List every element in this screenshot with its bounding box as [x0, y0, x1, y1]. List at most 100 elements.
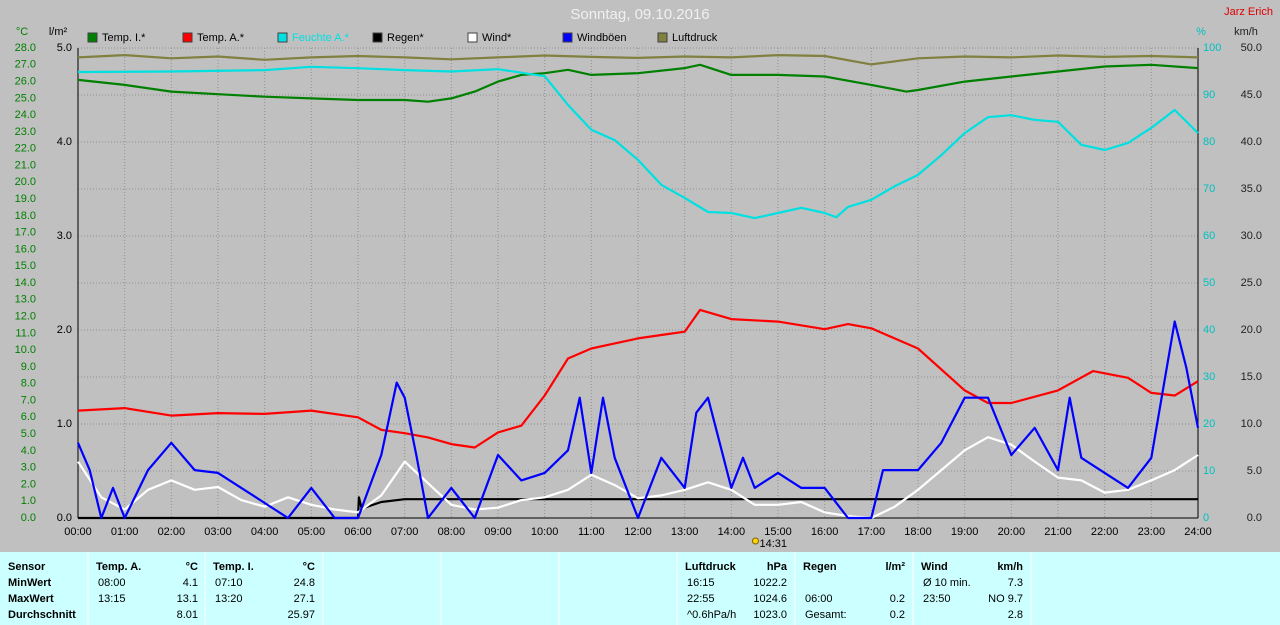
stats-value: 25.97 [287, 609, 315, 621]
stats-time: 23:50 [923, 593, 951, 605]
stats-header: Sensor [8, 561, 46, 573]
y-tick-label: 23.0 [15, 126, 36, 138]
now-marker-label: 14:31 [759, 538, 787, 550]
stats-time: Ø 10 min. [923, 577, 971, 589]
x-tick-label: 14:00 [718, 526, 746, 538]
y-tick-label: 19.0 [15, 193, 36, 205]
y-tick-label: 4.0 [21, 445, 36, 457]
legend-label: Luftdruck [672, 32, 718, 44]
y4-tick-label: 20.0 [1241, 324, 1262, 336]
stats-value: 1024.6 [753, 593, 787, 605]
stats-time: 16:15 [687, 577, 715, 589]
stats-row-label: MaxWert [8, 593, 54, 605]
x-tick-label: 05:00 [298, 526, 326, 538]
y3-tick-label: 40 [1203, 324, 1215, 336]
stats-col-title: Luftdruck [685, 561, 737, 573]
y-tick-label: 21.0 [15, 159, 36, 171]
stats-value: 1023.0 [753, 609, 787, 621]
x-tick-label: 15:00 [764, 526, 792, 538]
stats-time: 06:00 [805, 593, 833, 605]
x-tick-label: 11:00 [578, 526, 605, 538]
stats-separators [87, 552, 1032, 625]
y-tick-label: 5.0 [21, 428, 36, 440]
x-tick-label: 10:00 [531, 526, 559, 538]
y2-tick-label: 2.0 [57, 324, 72, 336]
stats-value: 4.1 [183, 577, 198, 589]
y-tick-label: 22.0 [15, 143, 36, 155]
x-tick-label: 02:00 [158, 526, 186, 538]
y4-tick-label: 5.0 [1247, 465, 1262, 477]
x-tick-label: 08:00 [438, 526, 466, 538]
legend-swatch [562, 32, 573, 43]
y2-axis-unit: l/m² [49, 26, 68, 38]
series-line [77, 65, 1199, 220]
stats-col-title: Temp. A. [96, 561, 141, 573]
y4-tick-label: 0.0 [1247, 512, 1262, 524]
stats-col-unit: km/h [997, 561, 1023, 573]
y-tick-label: 17.0 [15, 227, 36, 239]
legend-swatch [657, 32, 668, 43]
x-tick-label: 21:00 [1044, 526, 1072, 538]
x-tick-label: 12:00 [624, 526, 652, 538]
y-tick-label: 1.0 [21, 495, 36, 507]
y2-tick-label: 1.0 [57, 418, 72, 430]
y-tick-label: 20.0 [15, 176, 36, 188]
legend-label: Feuchte A.* [292, 32, 350, 44]
x-tick-label: 17:00 [858, 526, 886, 538]
credit: Jarz Erich [1224, 6, 1273, 18]
stats-time: 08:00 [98, 577, 126, 589]
legend-label: Temp. I.* [102, 32, 146, 44]
stats-value: 0.2 [890, 609, 905, 621]
x-tick-label: 19:00 [951, 526, 979, 538]
y-tick-label: 13.0 [15, 294, 36, 306]
stats-value: 8.01 [177, 609, 198, 621]
y3-axis-unit: % [1196, 26, 1206, 38]
stats-col-unit: l/m² [885, 561, 905, 573]
y3-tick-label: 90 [1203, 89, 1215, 101]
y3-tick-label: 80 [1203, 136, 1215, 148]
y-tick-label: 12.0 [15, 310, 36, 322]
legend-swatch [372, 32, 383, 43]
stats-value: NO 9.7 [988, 593, 1023, 605]
stats-row-label: MinWert [8, 577, 52, 589]
y-tick-label: 15.0 [15, 260, 36, 272]
y4-tick-label: 40.0 [1241, 136, 1262, 148]
legend-swatch [467, 32, 478, 43]
y-tick-label: 27.0 [15, 59, 36, 71]
x-tick-label: 03:00 [204, 526, 232, 538]
y4-tick-label: 50.0 [1241, 42, 1262, 54]
x-tick-label: 09:00 [484, 526, 512, 538]
stats-time: Gesamt: [805, 609, 847, 621]
y-tick-label: 14.0 [15, 277, 36, 289]
y3-tick-label: 50 [1203, 277, 1215, 289]
stats-col-title: Wind [921, 561, 948, 573]
stats-col-title: Regen [803, 561, 837, 573]
legend-swatch [87, 32, 98, 43]
y-tick-label: 26.0 [15, 75, 36, 87]
x-tick-label: 22:00 [1091, 526, 1119, 538]
y3-tick-label: 30 [1203, 371, 1215, 383]
stats-time: 22:55 [687, 593, 715, 605]
y3-tick-label: 0 [1203, 512, 1209, 524]
legend-label: Windböen [577, 32, 627, 44]
y-tick-label: 25.0 [15, 92, 36, 104]
y-tick-label: 16.0 [15, 243, 36, 255]
series-line [76, 320, 1200, 520]
y4-tick-label: 10.0 [1241, 418, 1262, 430]
legend-swatch [277, 32, 288, 43]
stats-time: 07:10 [215, 577, 243, 589]
y3-tick-label: 60 [1203, 230, 1215, 242]
legend-label: Wind* [482, 32, 512, 44]
stats-value: 0.2 [890, 593, 905, 605]
y2-tick-label: 4.0 [57, 136, 72, 148]
stats-panel [0, 552, 1280, 625]
series-line [77, 436, 1199, 520]
stats-time: 13:20 [215, 593, 243, 605]
series-line [77, 308, 1199, 449]
stats-col-unit: hPa [767, 561, 788, 573]
y-tick-label: 18.0 [15, 210, 36, 222]
stats-col-title: Temp. I. [213, 561, 254, 573]
chart-title: Sonntag, 09.10.2016 [570, 6, 709, 23]
x-tick-label: 04:00 [251, 526, 279, 538]
